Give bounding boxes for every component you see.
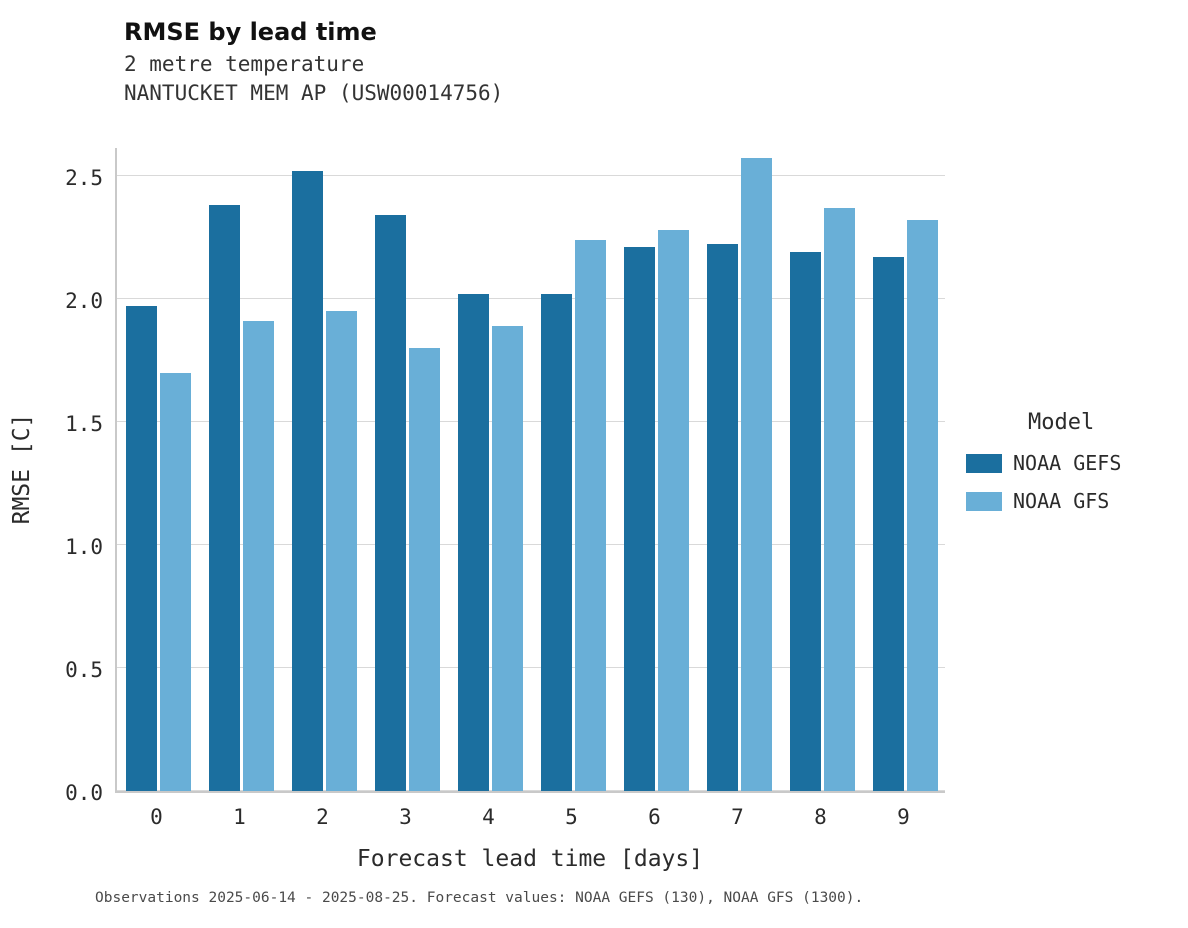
bar-noaa-gfs-lead-8 — [824, 207, 855, 791]
x-axis-label: Forecast lead time [days] — [356, 846, 704, 872]
x-tick-label-6: 6 — [648, 805, 661, 829]
bar-noaa-gfs-lead-3 — [409, 347, 440, 791]
chart-subtitle-station: NANTUCKET MEM AP (USW00014756) — [124, 81, 504, 105]
x-tick-label-8: 8 — [814, 805, 827, 829]
bar-group-lead-2 — [283, 170, 366, 791]
chart-caption: Observations 2025-06-14 - 2025-08-25. Fo… — [95, 890, 864, 906]
bar-noaa-gefs-lead-5 — [541, 293, 572, 791]
bar-group-lead-0 — [117, 306, 200, 791]
x-tick-label-2: 2 — [316, 805, 329, 829]
legend-label-noaa-gfs: NOAA GFS — [1013, 489, 1110, 513]
bar-group-lead-8 — [781, 207, 864, 791]
bar-group-lead-6 — [615, 229, 698, 791]
gridline-y-0.0 — [117, 790, 945, 791]
bar-noaa-gefs-lead-3 — [375, 214, 406, 791]
y-axis-tick-labels: 0.0 0.5 1.0 1.5 2.0 2.5 — [28, 148, 103, 805]
x-tick-label-7: 7 — [731, 805, 744, 829]
bar-group-lead-7 — [698, 158, 781, 791]
bar-group-lead-9 — [864, 219, 947, 791]
chart-title: RMSE by lead time — [124, 18, 377, 46]
bar-noaa-gfs-lead-5 — [575, 239, 606, 791]
bar-group-lead-5 — [532, 239, 615, 791]
plot-area — [115, 148, 945, 793]
bar-group-lead-1 — [200, 205, 283, 791]
bar-group-lead-4 — [449, 293, 532, 791]
bar-noaa-gfs-lead-9 — [907, 219, 938, 791]
gridline-y-2.0 — [117, 297, 945, 299]
bar-noaa-gfs-lead-7 — [741, 158, 772, 791]
bar-noaa-gefs-lead-6 — [624, 246, 655, 791]
legend-entry-noaa-gfs: NOAA GFS — [966, 489, 1186, 513]
x-tick-label-4: 4 — [482, 805, 495, 829]
chart-subtitle-variable: 2 metre temperature — [124, 52, 365, 76]
y-tick-label-0.5: 0.5 — [65, 657, 103, 682]
legend-title: Model — [1028, 410, 1095, 435]
legend-swatch-noaa-gefs-icon — [966, 453, 1002, 473]
bar-noaa-gfs-lead-0 — [160, 372, 191, 791]
bar-noaa-gfs-lead-1 — [243, 320, 274, 791]
x-tick-label-1: 1 — [233, 805, 246, 829]
bar-noaa-gfs-lead-4 — [492, 325, 523, 791]
x-tick-label-3: 3 — [399, 805, 412, 829]
y-tick-label-2.5: 2.5 — [65, 165, 103, 190]
bar-noaa-gefs-lead-1 — [209, 205, 240, 791]
bar-noaa-gefs-lead-7 — [707, 244, 738, 791]
y-tick-label-1.0: 1.0 — [65, 534, 103, 559]
gridline-y-2.5 — [117, 174, 945, 176]
legend-swatch-noaa-gfs-icon — [966, 491, 1002, 511]
bar-noaa-gfs-lead-6 — [658, 229, 689, 791]
y-tick-label-0.0: 0.0 — [65, 781, 103, 805]
y-tick-label-2.0: 2.0 — [65, 288, 103, 313]
legend-entry-noaa-gefs: NOAA GEFS — [966, 451, 1186, 475]
x-tick-label-0: 0 — [150, 805, 163, 829]
bar-noaa-gefs-lead-8 — [790, 251, 821, 791]
bar-noaa-gfs-lead-2 — [326, 310, 357, 791]
legend: Model NOAA GEFS NOAA GFS — [966, 410, 1186, 527]
gridline-y-1.0 — [117, 543, 945, 545]
bar-noaa-gefs-lead-9 — [873, 256, 904, 791]
bar-noaa-gefs-lead-0 — [126, 306, 157, 791]
bar-group-lead-3 — [366, 214, 449, 791]
legend-label-noaa-gefs: NOAA GEFS — [1013, 451, 1122, 475]
x-axis-tick-labels: 0 1 2 3 4 5 6 7 8 9 — [115, 805, 945, 835]
bar-noaa-gefs-lead-4 — [458, 293, 489, 791]
x-tick-label-5: 5 — [565, 805, 578, 829]
gridline-y-1.5 — [117, 420, 945, 422]
gridline-y-0.5 — [117, 666, 945, 668]
y-tick-label-1.5: 1.5 — [65, 411, 103, 436]
bar-noaa-gefs-lead-2 — [292, 170, 323, 791]
x-tick-label-9: 9 — [897, 805, 910, 829]
